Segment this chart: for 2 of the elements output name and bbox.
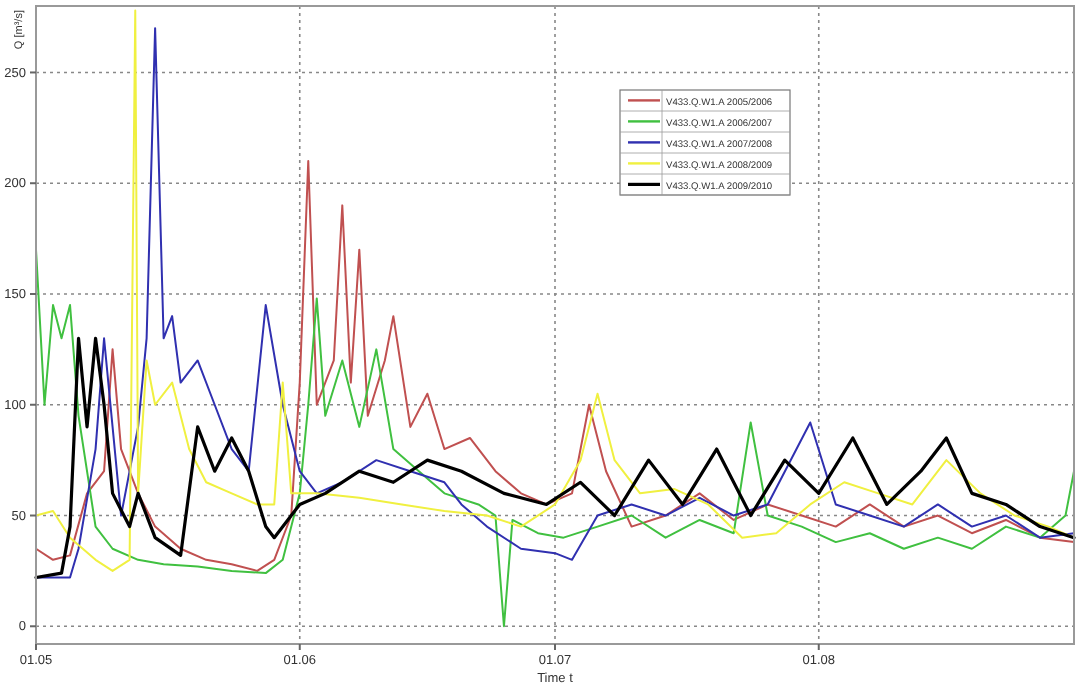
line-series [34,336,1076,580]
line-series [35,160,1075,572]
